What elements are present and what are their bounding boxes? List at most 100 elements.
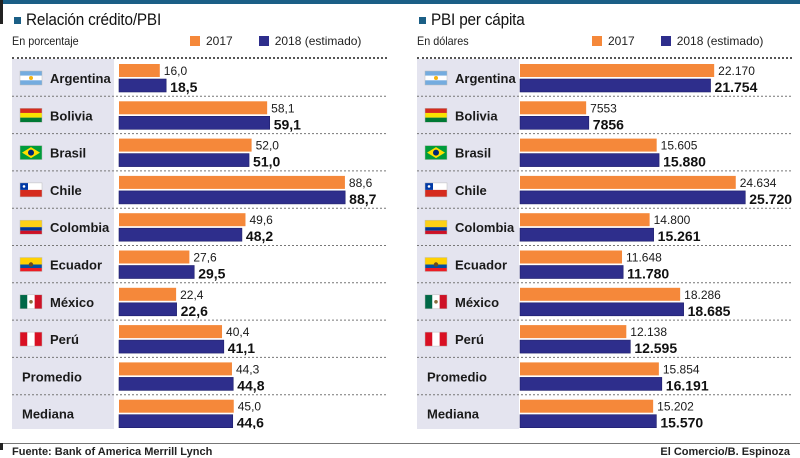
data-label-2017: 16,0 xyxy=(164,64,188,78)
chart-row-mediana: Mediana 45,044,6 xyxy=(22,399,264,429)
category-label: Argentina xyxy=(455,71,516,86)
bar-2018 xyxy=(519,414,657,429)
chart-row-perú: Perú 40,441,1 xyxy=(12,325,387,358)
argentina-flag-icon xyxy=(424,70,448,86)
category-label: Promedio xyxy=(427,369,487,384)
data-label-2017: 45,0 xyxy=(238,400,262,414)
category-label: Bolivia xyxy=(50,108,93,123)
chart-row-méxico: México 22,422,6 xyxy=(12,287,387,321)
credit-gdp-title: Relación crédito/PBI xyxy=(26,10,162,29)
data-label-2018: 16.191 xyxy=(666,377,709,393)
bar-2018 xyxy=(519,302,684,317)
mexico-flag-icon xyxy=(424,294,448,310)
data-label-2018: 48,2 xyxy=(246,228,273,244)
data-label-2017: 24.634 xyxy=(740,176,777,190)
source-note: Fuente: Bank of America Merrill Lynch xyxy=(12,446,213,458)
data-label-2017: 44,3 xyxy=(236,362,260,376)
bolivia-flag-icon xyxy=(424,108,448,123)
argentina-flag-icon xyxy=(19,70,43,86)
mexico-flag-icon xyxy=(19,294,43,310)
credit-gdp-subtitle: En porcentaje xyxy=(12,34,79,48)
credit-gdp-panel: Relación crédito/PBI En porcentaje 2017 … xyxy=(0,4,390,434)
chart-row-bolivia: Bolivia 58,159,1 xyxy=(12,101,387,135)
data-label-2017: 18.286 xyxy=(684,288,721,302)
bar-2017 xyxy=(119,101,268,115)
chart-row-promedio: Promedio 44,344,8 xyxy=(12,362,387,396)
bar-2017 xyxy=(119,213,246,227)
data-label-2018: 25.720 xyxy=(749,191,792,207)
category-label: Mediana xyxy=(427,407,480,422)
data-label-2018: 15.570 xyxy=(660,415,703,429)
bar-2017 xyxy=(119,287,177,301)
category-label: Promedio xyxy=(22,369,82,384)
chart-row-argentina: Argentina 16,018,5 xyxy=(12,64,387,97)
credit-gdp-legend: 2017 2018 (estimado) xyxy=(190,34,361,48)
bar-2017 xyxy=(119,138,252,152)
data-label-2017: 15.605 xyxy=(661,139,698,153)
legend-label-2017: 2017 xyxy=(206,34,233,48)
category-label: Perú xyxy=(50,332,79,347)
bar-2018 xyxy=(118,227,243,242)
category-label: Colombia xyxy=(50,220,110,235)
bar-2018 xyxy=(118,302,177,317)
bar-2017 xyxy=(520,399,654,413)
bar-2017 xyxy=(119,250,190,264)
data-label-2018: 22,6 xyxy=(181,303,208,319)
data-label-2017: 22.170 xyxy=(718,64,755,78)
chart-row-brasil: Brasil 52,051,0 xyxy=(12,138,387,172)
category-label: México xyxy=(50,295,94,310)
brazil-flag-icon xyxy=(19,145,43,160)
gdp-per-capita-subtitle: En dólares xyxy=(417,34,469,48)
bar-2018 xyxy=(118,78,167,93)
bar-2017 xyxy=(520,213,650,227)
gdp-per-capita-panel: PBI per cápita En dólares 2017 2018 (est… xyxy=(405,4,795,434)
bar-2017 xyxy=(520,362,659,376)
category-label: Argentina xyxy=(50,71,111,86)
data-label-2018: 15.880 xyxy=(663,154,706,170)
data-label-2018: 18.685 xyxy=(688,303,731,319)
bar-2017 xyxy=(119,175,345,189)
legend-label-2018: 2018 (estimado) xyxy=(274,34,362,48)
title-bullet-icon xyxy=(419,16,426,24)
data-label-2018: 15.261 xyxy=(658,228,701,244)
bar-2018 xyxy=(519,115,590,130)
credit-gdp-chart: Argentina 16,018,5 Bolivia 58,159,1 Brasil 52… xyxy=(12,59,387,429)
bar-2017 xyxy=(520,101,587,115)
data-label-2017: 15.854 xyxy=(663,362,700,376)
legend-swatch-2017 xyxy=(190,36,200,46)
data-label-2018: 59,1 xyxy=(274,116,301,132)
data-label-2017: 11.648 xyxy=(626,251,662,265)
bar-2018 xyxy=(118,115,271,130)
bar-2017 xyxy=(520,175,736,189)
bar-2018 xyxy=(519,339,631,354)
bolivia-flag-icon xyxy=(19,108,43,123)
chart-row-ecuador: Ecuador 27,629,5 xyxy=(12,250,387,284)
bar-2018 xyxy=(118,265,195,279)
footer-divider xyxy=(0,443,800,444)
data-label-2018: 7856 xyxy=(593,116,624,132)
category-label: México xyxy=(455,295,499,310)
bar-2017 xyxy=(520,287,681,301)
data-label-2018: 88,7 xyxy=(349,191,376,207)
bar-2018 xyxy=(519,265,624,279)
bar-2018 xyxy=(519,78,711,93)
data-label-2017: 14.800 xyxy=(654,213,691,227)
category-label: Mediana xyxy=(22,407,75,422)
credit-note: El Comercio/B. Espinoza xyxy=(660,446,790,458)
bar-2018 xyxy=(519,190,746,205)
chart-row-chile: Chile 88,688,7 xyxy=(12,175,387,209)
category-label: Chile xyxy=(50,183,82,198)
category-label: Ecuador xyxy=(50,258,102,273)
gdp-per-capita-title-row: PBI per cápita xyxy=(419,10,535,30)
chile-flag-icon xyxy=(424,182,448,198)
bar-2017 xyxy=(520,64,715,77)
bar-2018 xyxy=(118,377,234,391)
category-label: Ecuador xyxy=(455,258,507,273)
bar-2018 xyxy=(118,190,346,205)
data-label-2017: 52,0 xyxy=(256,139,280,153)
